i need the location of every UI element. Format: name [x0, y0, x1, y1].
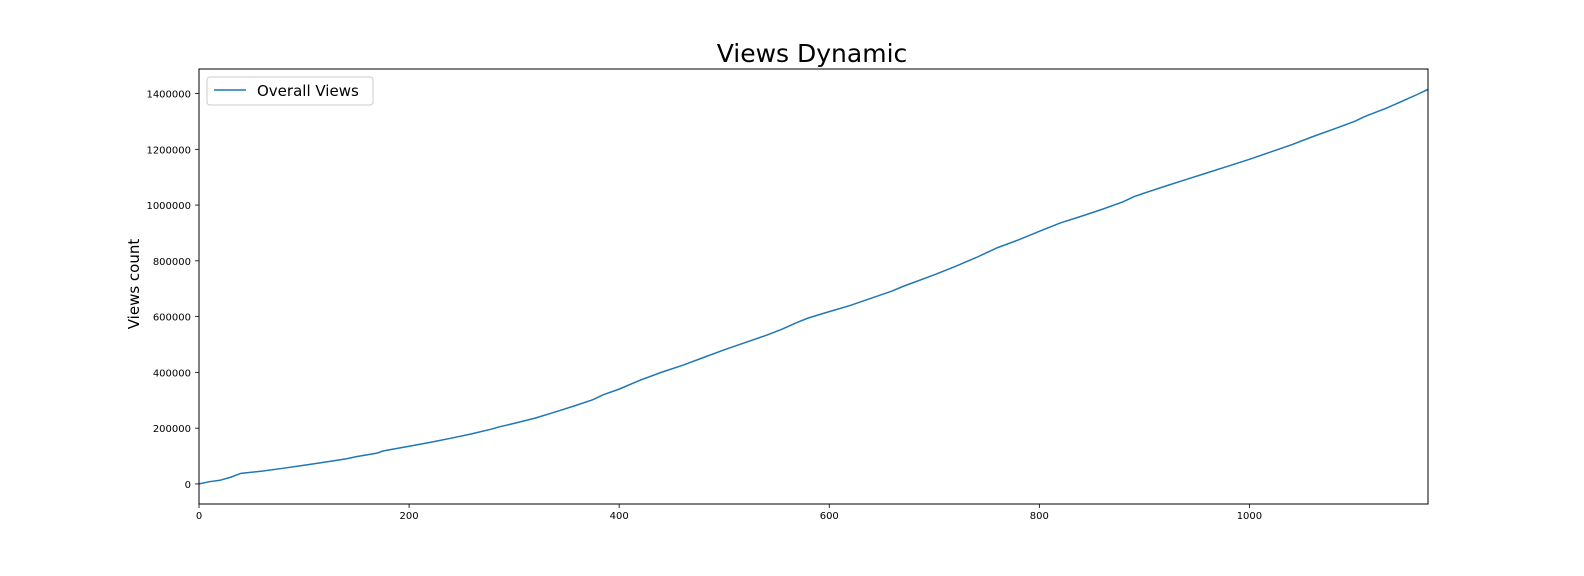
y-tick-label: 400000: [153, 368, 191, 379]
y-axis-label: Views count: [125, 239, 143, 330]
overall-views-line: [199, 88, 1428, 485]
y-tick-label: 0: [185, 480, 191, 491]
x-tick-label: 0: [196, 511, 202, 522]
legend-box: [206, 76, 374, 106]
x-tick-label: 600: [820, 511, 839, 522]
y-tick-label: 200000: [153, 424, 191, 435]
y-axis-ticks: 0 200000 400000 600000 800000 1000000 1200000 1…: [146, 90, 199, 491]
plot-frame: [198, 68, 1429, 505]
legend: Overall Views: [206, 76, 374, 106]
chart-title: Views Dynamic: [717, 39, 908, 68]
x-tick-label: 200: [400, 511, 419, 522]
y-tick-label: 800000: [153, 257, 191, 268]
y-tick-label: 600000: [153, 313, 191, 324]
y-tick-label: 1000000: [146, 201, 191, 212]
y-tick-label: 1400000: [146, 90, 191, 101]
x-tick-label: 400: [610, 511, 629, 522]
y-tick-label: 1200000: [146, 145, 191, 156]
x-tick-label: 1000: [1237, 511, 1262, 522]
x-tick-label: 800: [1030, 511, 1049, 522]
legend-label-overall-views: Overall Views: [257, 82, 359, 100]
x-axis-ticks: 0 200 400 600 800 1000: [196, 504, 1262, 522]
